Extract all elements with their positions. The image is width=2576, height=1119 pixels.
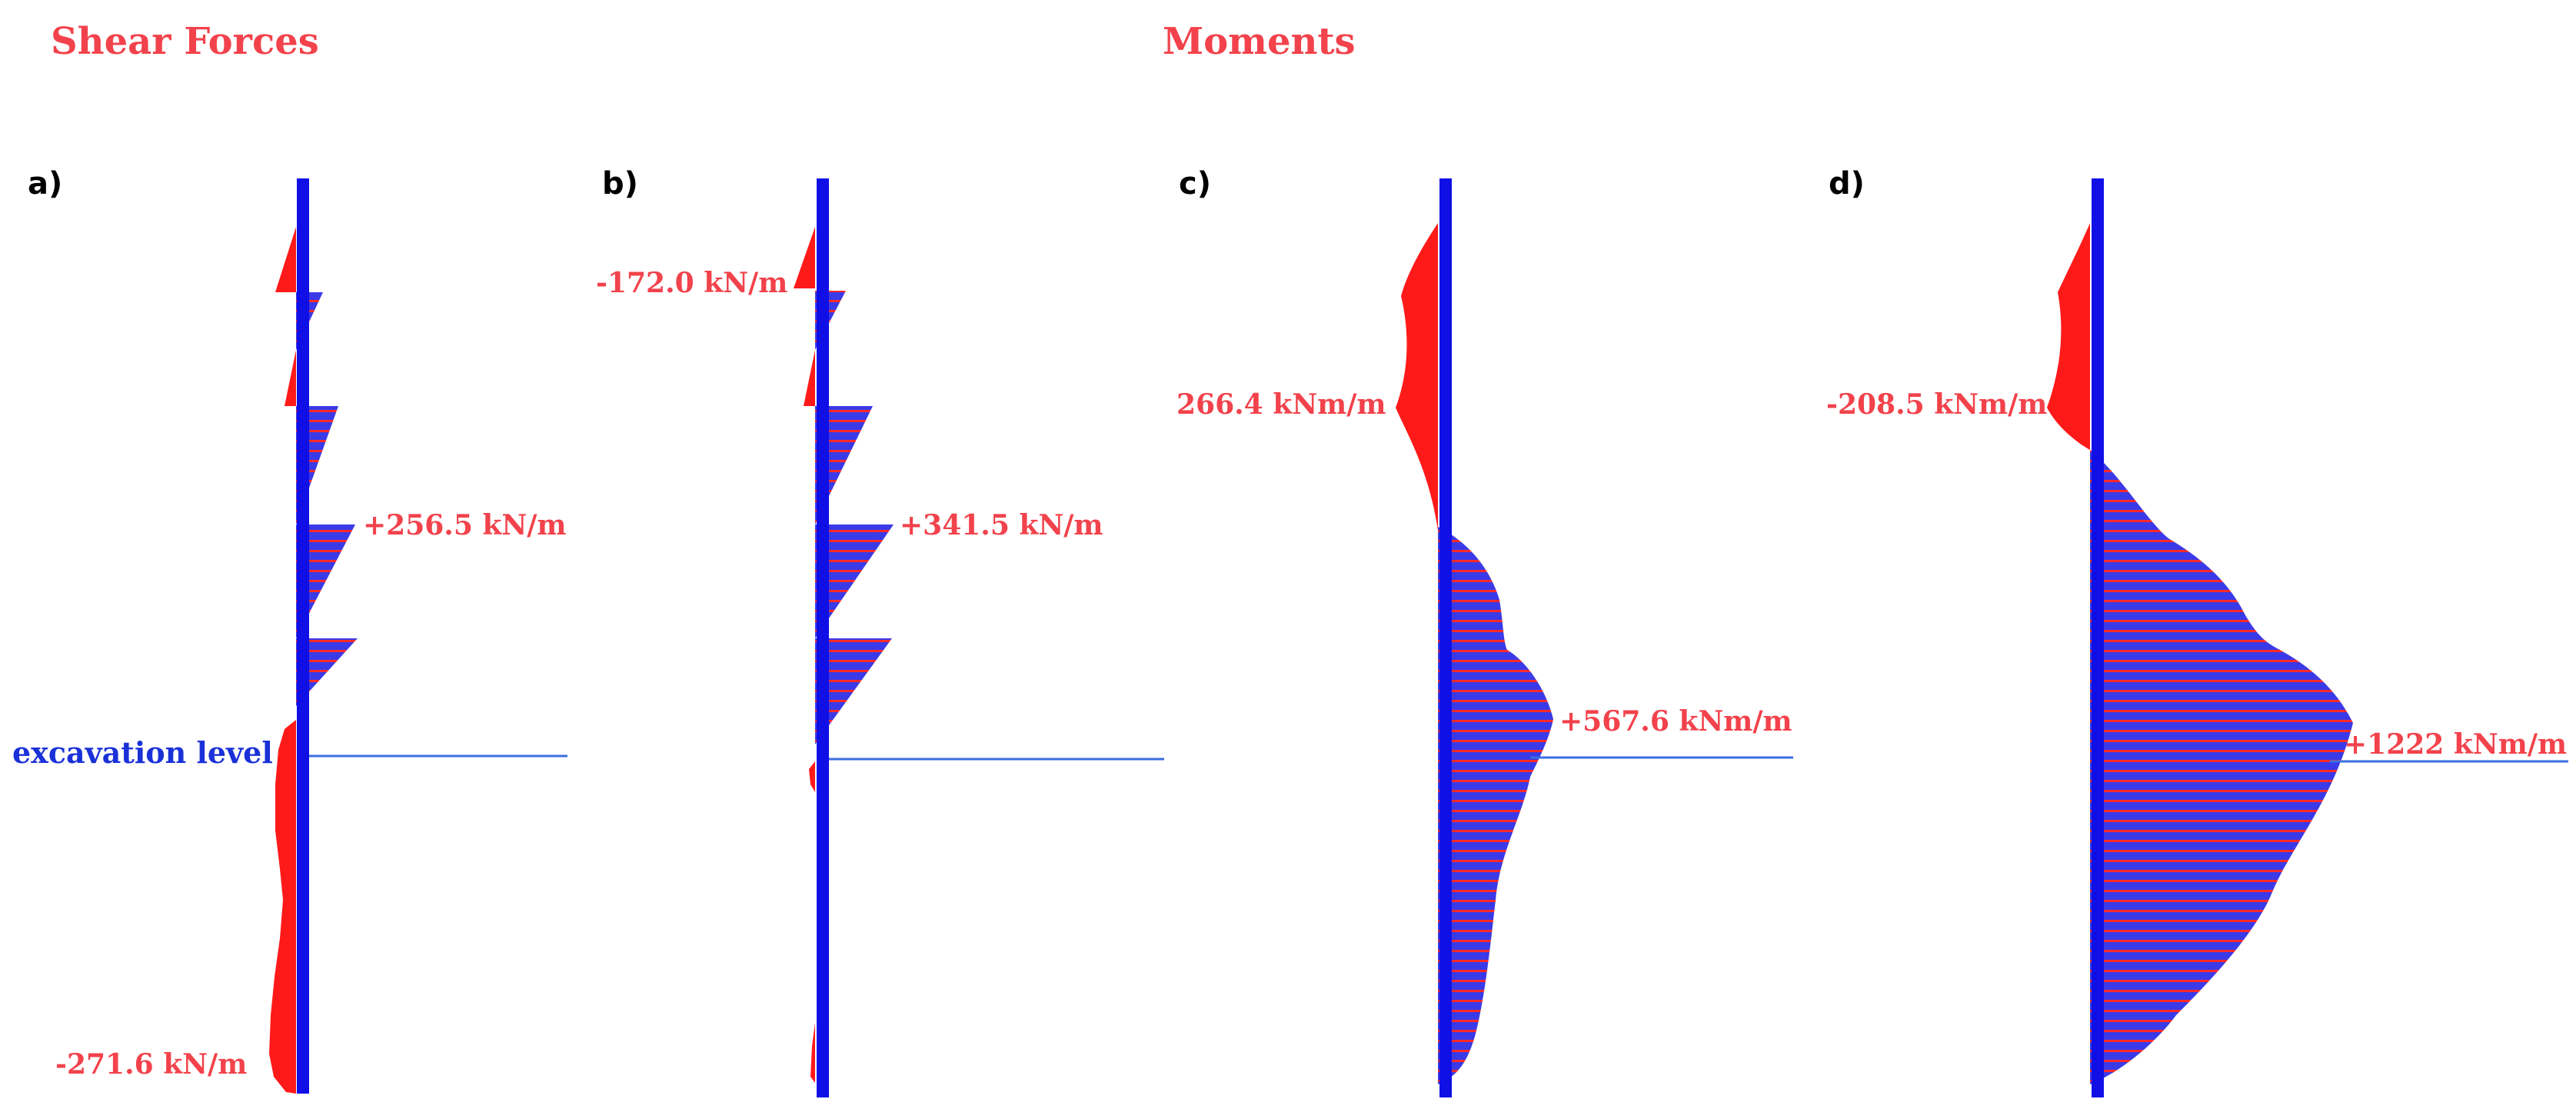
shear-neg-segment: [810, 1023, 815, 1083]
moment-neg-region: [2047, 223, 2090, 450]
max-moment-label: +1222 kNm/m: [2344, 728, 2567, 761]
excavation-level-label: excavation level: [12, 735, 273, 770]
retaining-wall: [297, 178, 309, 1094]
min-shear-label: -172.0 kN/m: [596, 267, 787, 299]
shear-pos-segment: [296, 525, 355, 638]
panel-label-d: d): [1829, 166, 1865, 201]
shear-pos-segment: [815, 638, 892, 744]
shear-pos-segment: [815, 406, 873, 525]
panel-a-shear-diagram: excavation level +256.5 kN/m -271.6 kN/m: [12, 178, 567, 1094]
panel-label-c: c): [1179, 166, 1211, 201]
moment-pos-region: [2090, 450, 2353, 1084]
moment-pos-region: [1438, 527, 1553, 1084]
max-shear-label: +256.5 kN/m: [363, 509, 567, 541]
min-moment-label: -208.5 kNm/m: [1826, 388, 2047, 421]
shear-neg-segment: [804, 350, 815, 406]
shear-neg-segment: [285, 350, 296, 406]
retaining-wall: [1439, 178, 1452, 1097]
panel-label-a: a): [28, 166, 62, 201]
shear-neg-segment: [275, 227, 296, 292]
panel-b-shear-diagram: -172.0 kN/m +341.5 kN/m: [596, 178, 1164, 1097]
max-shear-label: +341.5 kN/m: [900, 509, 1103, 541]
retaining-wall: [2092, 178, 2104, 1097]
max-moment-label: +567.6 kNm/m: [1559, 705, 1792, 738]
moment-neg-region: [1396, 223, 1438, 531]
min-moment-label: 266.4 kNm/m: [1177, 388, 1386, 421]
shear-pos-segment: [296, 638, 358, 706]
shear-pos-segment: [815, 525, 894, 638]
shear-neg-segment: [809, 761, 815, 792]
shear-neg-segment: [794, 227, 815, 288]
shear-neg-segment: [269, 720, 296, 1094]
moments-heading: Moments: [1163, 20, 1356, 63]
panel-label-b: b): [602, 166, 638, 201]
panel-c-moment-diagram: 266.4 kNm/m +567.6 kNm/m: [1177, 178, 1793, 1097]
shear-forces-heading: Shear Forces: [51, 20, 319, 63]
retaining-wall: [817, 178, 829, 1097]
panel-d-moment-diagram: -208.5 kNm/m +1222 kNm/m: [1826, 178, 2568, 1097]
min-shear-label: -271.6 kN/m: [55, 1048, 247, 1081]
